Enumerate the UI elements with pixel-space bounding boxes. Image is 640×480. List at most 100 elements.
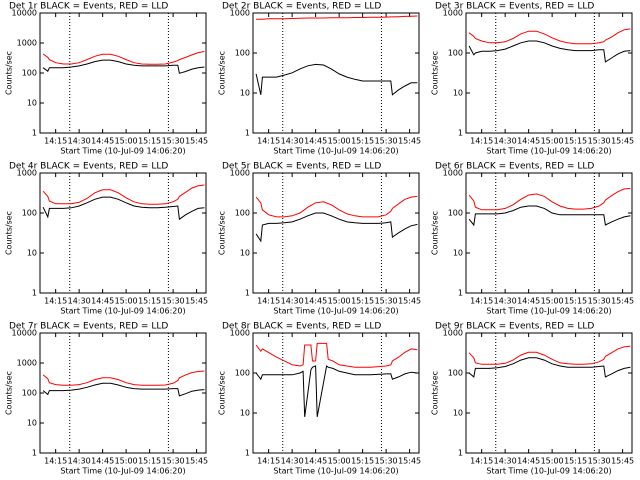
x-tick-label: 15:00 [115,457,138,466]
y-tick-label: 1000 [443,9,463,18]
y-tick-label: 10 [27,249,37,258]
y-tick-label: 1000 [443,329,463,338]
y-tick-label: 10000 [12,9,37,18]
x-axis-label: Start Time (10-Jul-09 14:06:20) [486,307,611,316]
y-tick-label: 10 [240,89,250,98]
x-tick-label: 14:15 [257,457,280,466]
x-tick-label: 14:45 [517,137,540,146]
x-tick-label: 15:00 [115,297,138,306]
x-tick-label: 14:15 [470,297,493,306]
plot-frame [465,332,633,454]
y-axis-label: Counts/sec [218,51,227,95]
x-tick-label: 14:30 [68,137,91,146]
x-tick-label: 15:30 [375,297,398,306]
y-tick-label: 1000 [443,169,463,178]
y-tick-label: 100 [235,49,250,58]
y-tick-label: 10 [453,409,463,418]
x-axis-label: Start Time (10-Jul-09 14:06:20) [273,307,398,316]
y-tick-label: 10000 [12,329,37,338]
series-line [468,357,631,378]
x-tick-label: 15:30 [588,137,611,146]
plot-frame [252,172,420,294]
y-tick-label: 1 [245,129,250,138]
y-axis-label: Counts/sec [431,51,440,95]
y-tick-label: 100 [235,369,250,378]
series-line [42,184,205,205]
x-tick-label: 15:15 [351,297,374,306]
x-tick-label: 15:45 [611,297,634,306]
series-line [255,195,418,218]
x-tick-label: 14:30 [281,457,304,466]
x-tick-label: 15:30 [588,457,611,466]
x-tick-label: 15:00 [328,297,351,306]
x-tick-label: 14:45 [517,297,540,306]
plot-frame [465,12,633,134]
x-tick-label: 15:00 [541,137,564,146]
panel-title: Det 2r BLACK = Events, RED = LLD [222,2,381,12]
x-tick-label: 15:00 [328,137,351,146]
y-tick-label: 100 [22,69,37,78]
x-tick-label: 14:15 [470,457,493,466]
y-tick-label: 1 [458,449,463,458]
plot-frame [252,332,420,454]
x-tick-label: 14:45 [304,297,327,306]
x-tick-label: 14:30 [494,137,517,146]
y-axis-label: Counts/sec [218,371,227,415]
x-tick-label: 15:45 [398,137,421,146]
series-line [256,15,418,20]
series-line [255,63,418,96]
y-tick-label: 100 [235,209,250,218]
x-tick-label: 15:45 [398,297,421,306]
x-tick-label: 15:45 [398,457,421,466]
x-tick-label: 14:45 [91,137,114,146]
series-line [255,212,418,243]
series-line [468,28,631,45]
plot-frame [39,172,207,294]
y-tick-label: 1000 [230,9,250,18]
panel-title: Det 6r BLACK = Events, RED = LLD [435,162,594,172]
series-line [468,205,631,227]
x-tick-label: 14:30 [281,137,304,146]
y-tick-label: 1 [32,129,37,138]
x-axis-label: Start Time (10-Jul-09 14:06:20) [60,467,185,476]
y-tick-label: 100 [448,49,463,58]
series-line [468,345,631,365]
y-tick-label: 100 [22,209,37,218]
x-tick-label: 14:45 [91,297,114,306]
y-axis-label: Counts/sec [431,211,440,255]
x-axis-label: Start Time (10-Jul-09 14:06:20) [60,307,185,316]
series-line [42,59,205,74]
series-line [468,40,631,63]
y-tick-label: 1 [32,449,37,458]
y-tick-label: 100 [22,389,37,398]
panel-title: Det 9r BLACK = Events, RED = LLD [435,322,594,332]
x-tick-label: 15:15 [138,457,161,466]
y-tick-label: 10 [240,249,250,258]
x-tick-label: 15:45 [611,457,634,466]
plot-frame [39,332,207,454]
plot-frame [252,12,420,134]
x-tick-label: 15:45 [185,137,208,146]
x-tick-label: 14:15 [44,457,67,466]
y-axis-label: Counts/sec [5,371,14,415]
x-tick-label: 15:15 [138,137,161,146]
x-tick-label: 14:30 [68,457,91,466]
x-tick-label: 15:00 [328,457,351,466]
y-tick-label: 10 [27,419,37,428]
y-tick-label: 1000 [17,169,37,178]
x-tick-label: 14:30 [494,457,517,466]
x-tick-label: 14:15 [257,297,280,306]
y-tick-label: 100 [448,369,463,378]
y-axis-label: Counts/sec [5,51,14,95]
y-tick-label: 1000 [230,169,250,178]
x-tick-label: 15:30 [162,457,185,466]
y-tick-label: 1 [245,289,250,298]
x-tick-label: 15:15 [351,137,374,146]
x-axis-label: Start Time (10-Jul-09 14:06:20) [486,467,611,476]
x-axis-label: Start Time (10-Jul-09 14:06:20) [486,147,611,156]
y-tick-label: 1000 [17,359,37,368]
x-tick-label: 14:45 [304,137,327,146]
panel-title: Det 3r BLACK = Events, RED = LLD [435,2,594,12]
x-tick-label: 14:30 [68,297,91,306]
